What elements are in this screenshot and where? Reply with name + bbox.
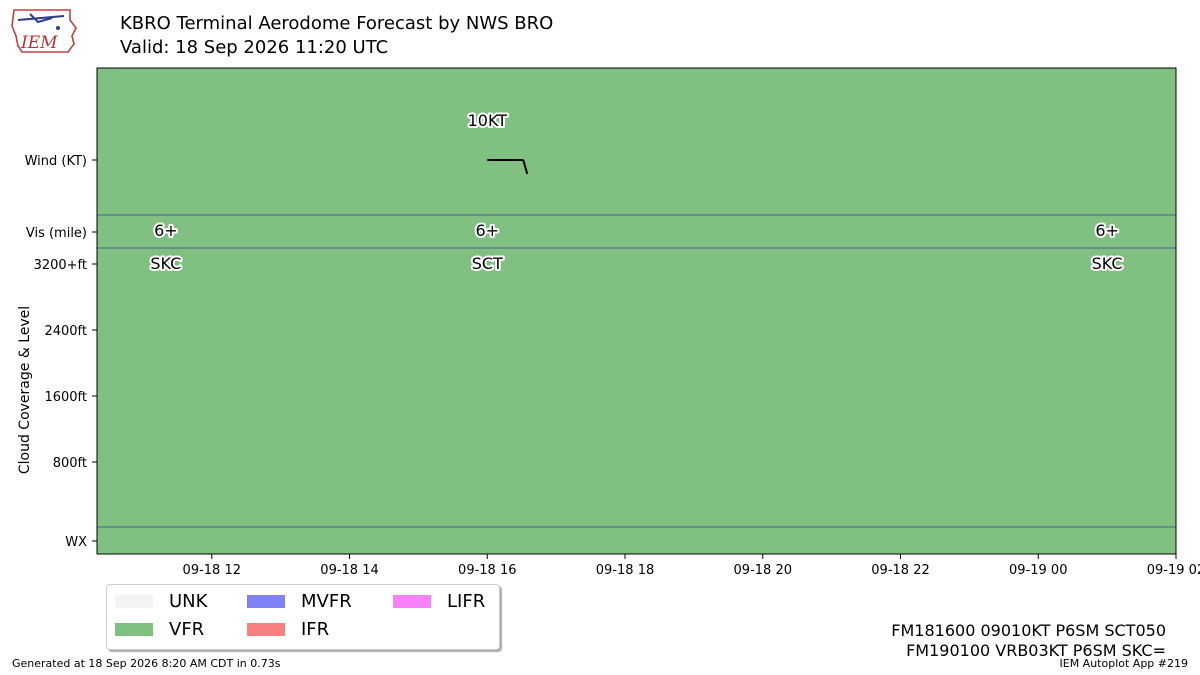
x-tick-label: 09-18 14 bbox=[320, 563, 378, 578]
cloud-label: SKC bbox=[1092, 254, 1123, 273]
legend-swatch-unk bbox=[115, 595, 153, 608]
legend-item-vfr: VFR bbox=[115, 619, 204, 640]
plot-background bbox=[97, 68, 1176, 554]
legend-item-lifr: LIFR bbox=[393, 591, 485, 612]
legend-item-ifr: IFR bbox=[247, 619, 329, 640]
legend-item-unk: UNK bbox=[115, 591, 207, 612]
y-tick-label: Vis (mile) bbox=[26, 226, 87, 241]
y-tick-label: 3200+ft bbox=[34, 258, 87, 273]
legend-label-vfr: VFR bbox=[169, 619, 205, 640]
wind-label: 10KT bbox=[468, 111, 508, 130]
footer-generated: Generated at 18 Sep 2026 8:20 AM CDT in … bbox=[12, 657, 281, 670]
legend: UNK VFR MVFR IFR LIFR bbox=[106, 584, 500, 650]
legend-swatch-mvfr bbox=[247, 595, 285, 608]
legend-swatch-ifr bbox=[247, 623, 285, 636]
taf-line-2: FM190100 VRB03KT P6SM SKC= bbox=[906, 641, 1166, 660]
cloud-label: SCT bbox=[472, 254, 503, 273]
iem-logo: IEM bbox=[11, 9, 77, 53]
x-tick-label: 09-18 22 bbox=[871, 563, 929, 578]
x-tick-label: 09-18 20 bbox=[734, 563, 792, 578]
legend-label-lifr: LIFR bbox=[447, 591, 486, 612]
x-tick-label: 09-19 00 bbox=[1009, 563, 1067, 578]
wind-barb-flag bbox=[522, 159, 529, 175]
footer-app: IEM Autoplot App #219 bbox=[1059, 657, 1189, 670]
visibility-label: 6+ bbox=[475, 221, 499, 240]
y-tick-label: WX bbox=[65, 535, 87, 550]
y-axis-label: Cloud Coverage & Level bbox=[17, 306, 33, 474]
logo-text: IEM bbox=[20, 33, 58, 53]
chart-subtitle: Valid: 18 Sep 2026 11:20 UTC bbox=[120, 37, 389, 58]
legend-item-mvfr: MVFR bbox=[247, 591, 352, 612]
cloud-label: SKC bbox=[150, 254, 181, 273]
y-tick-label: Wind (KT) bbox=[25, 154, 87, 169]
chart-title: KBRO Terminal Aerodome Forecast by NWS B… bbox=[120, 13, 554, 34]
x-tick-label: 09-18 16 bbox=[458, 563, 516, 578]
visibility-label: 6+ bbox=[154, 221, 178, 240]
plot-frame bbox=[96, 67, 1177, 555]
x-tick-label: 09-19 02 bbox=[1147, 563, 1200, 578]
legend-label-ifr: IFR bbox=[301, 619, 330, 640]
legend-label-unk: UNK bbox=[169, 591, 208, 612]
y-tick-label: 800ft bbox=[53, 456, 87, 471]
x-tick-label: 09-18 12 bbox=[183, 563, 241, 578]
y-tick-label: 1600ft bbox=[44, 390, 87, 405]
y-tick-label: 2400ft bbox=[44, 324, 87, 339]
legend-swatch-vfr bbox=[115, 623, 153, 636]
legend-label-mvfr: MVFR bbox=[301, 591, 352, 612]
taf-line-1: FM181600 09010KT P6SM SCT050 bbox=[891, 621, 1166, 640]
x-tick-label: 09-18 18 bbox=[596, 563, 654, 578]
legend-swatch-lifr bbox=[393, 595, 431, 608]
visibility-label: 6+ bbox=[1095, 221, 1119, 240]
